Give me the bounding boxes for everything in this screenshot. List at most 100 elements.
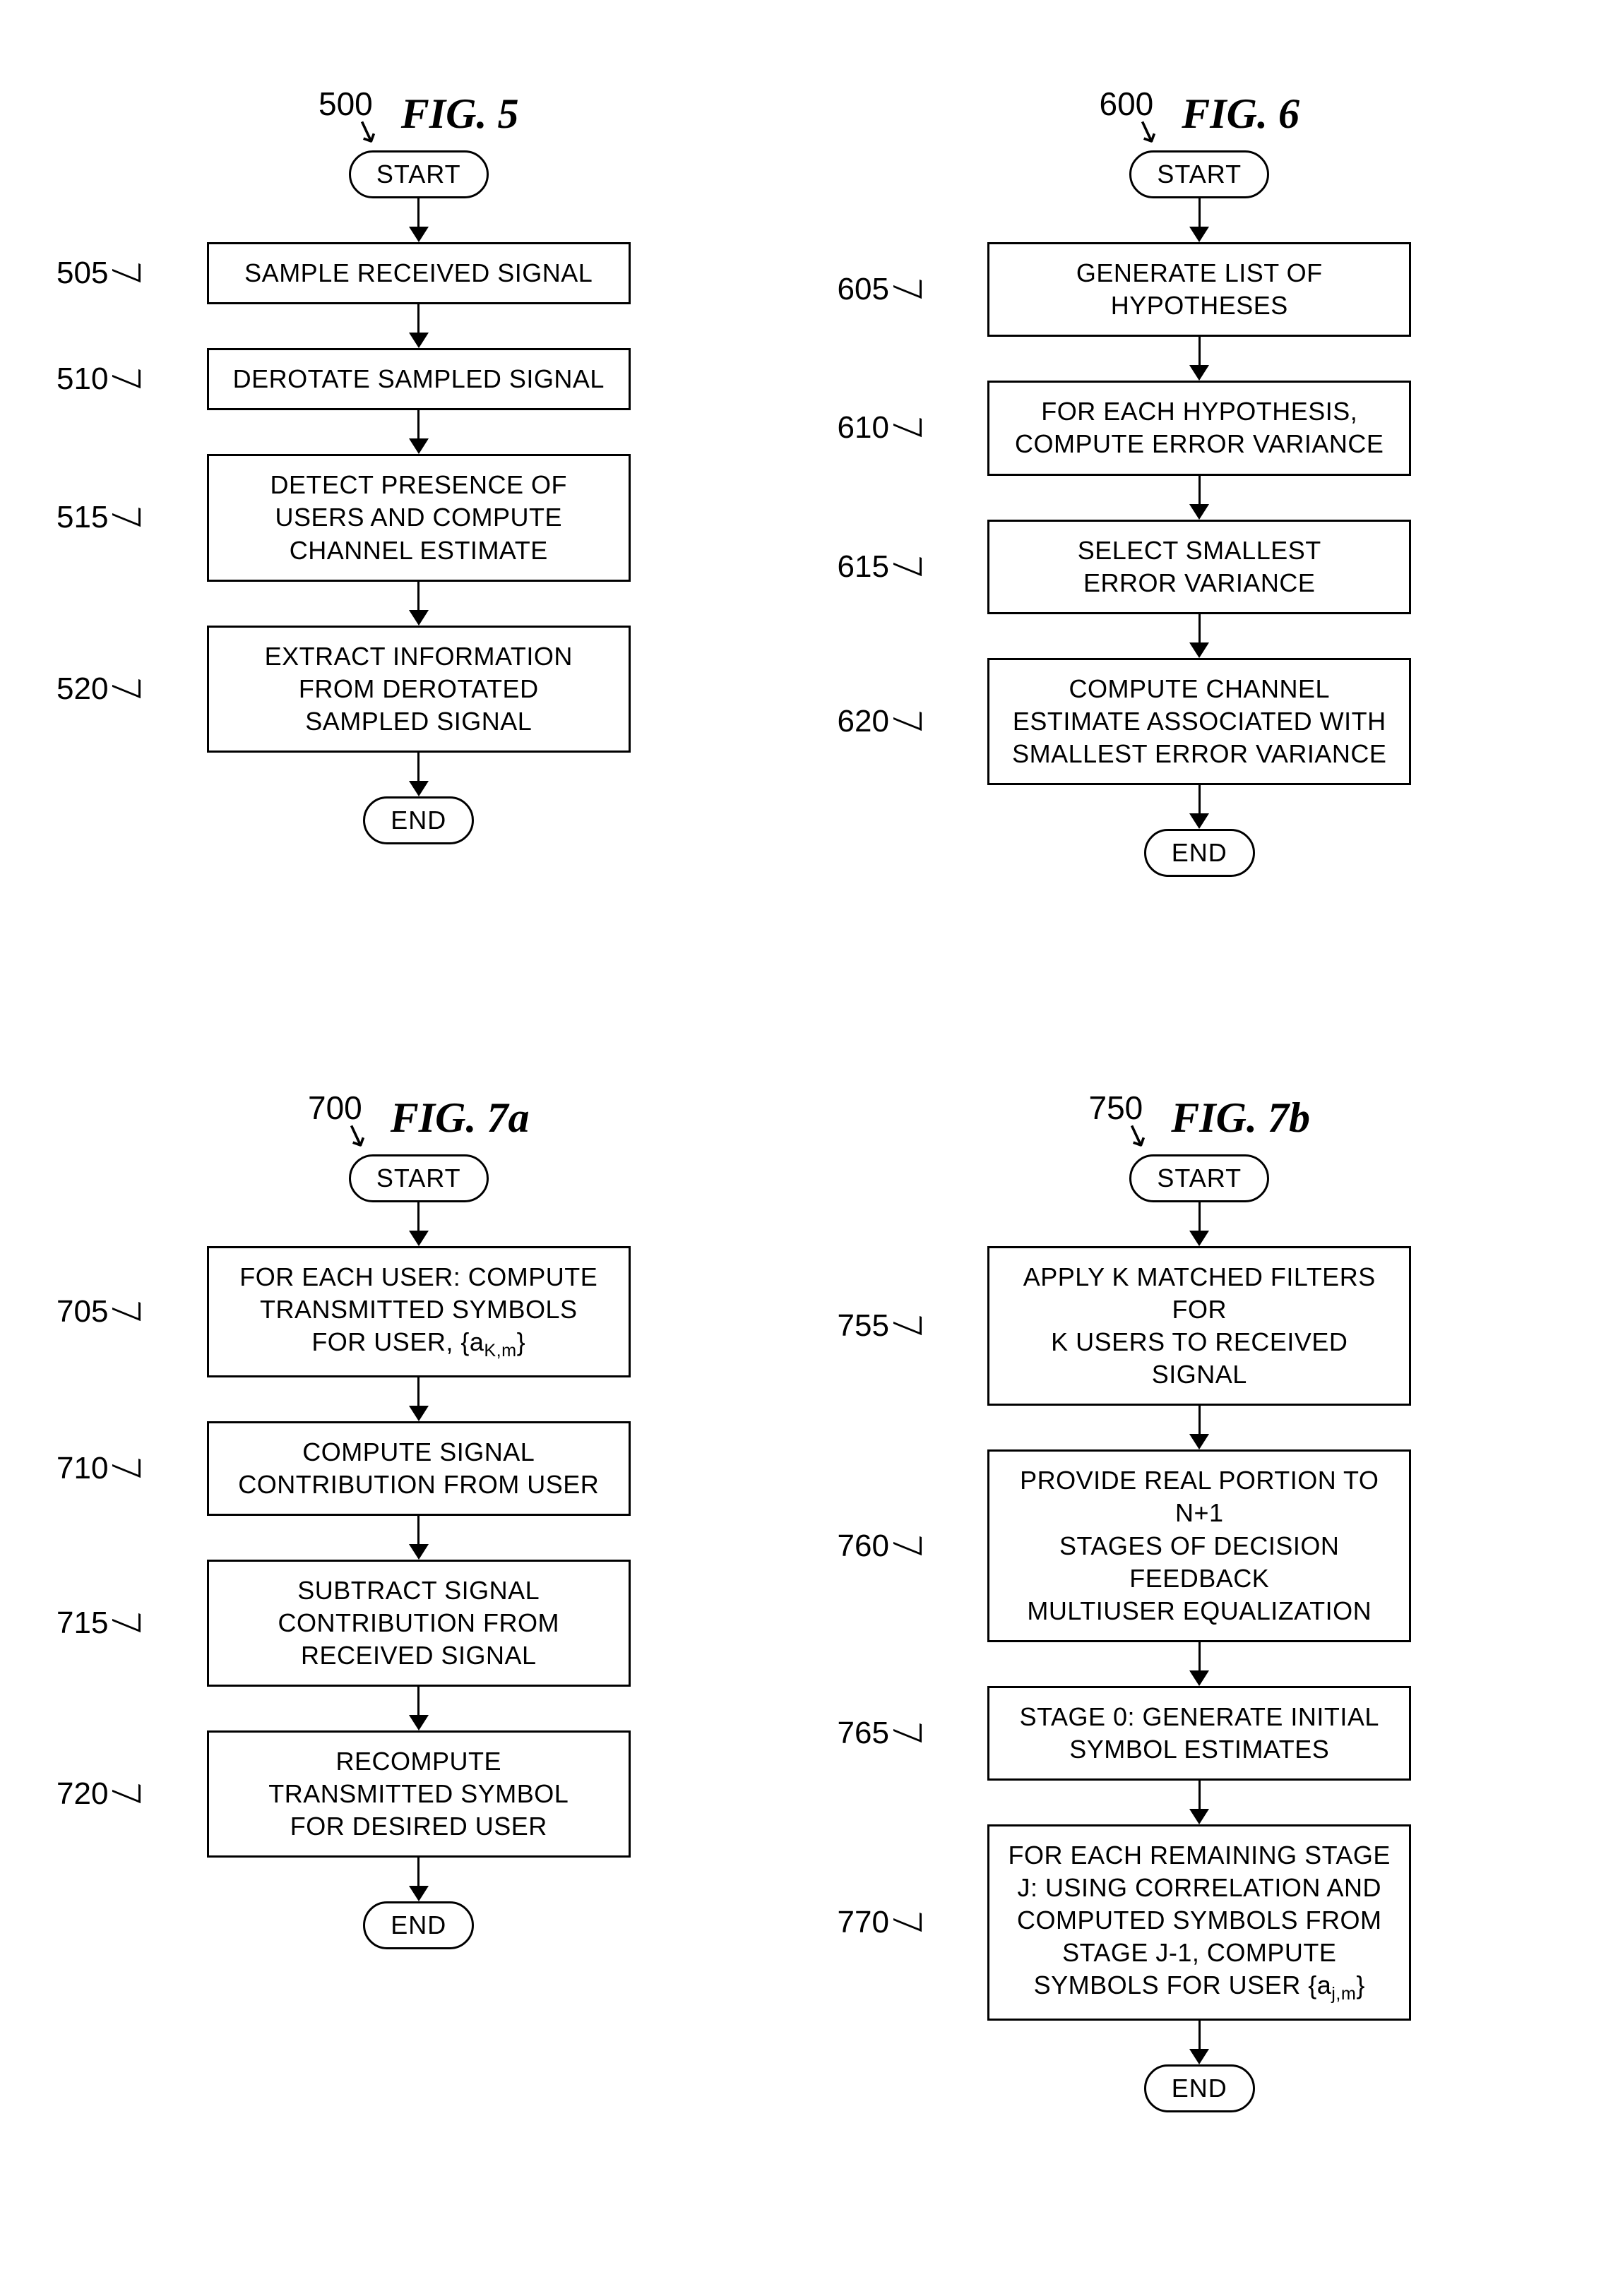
process-box: FOR EACH REMAINING STAGEJ: USING CORRELA…: [987, 1824, 1411, 2021]
process-box: SUBTRACT SIGNALCONTRIBUTION FROMRECEIVED…: [207, 1560, 631, 1687]
leader-icon: [112, 1603, 141, 1632]
arrow-icon: [1189, 2021, 1209, 2064]
step-ref: 520: [56, 671, 141, 707]
step-ref: 605: [838, 272, 922, 307]
step-row: 715 SUBTRACT SIGNALCONTRIBUTION FROMRECE…: [71, 1560, 767, 1687]
figure-header: 700 ↘ FIG. 7a: [71, 1089, 767, 1147]
step-row: 605 GENERATE LIST OF HYPOTHESES: [852, 242, 1548, 337]
end-terminator: END: [1144, 829, 1255, 877]
leader-icon: [112, 253, 141, 282]
arrow-icon: [409, 1377, 429, 1421]
arrow-icon: [1189, 198, 1209, 242]
arrow-icon: [1189, 337, 1209, 381]
figure-header: 500 ↘ FIG. 5: [71, 85, 767, 143]
step-ref: 515: [56, 500, 141, 535]
leader-icon: [893, 1305, 922, 1335]
step-row: 720 RECOMPUTETRANSMITTED SYMBOLFOR DESIR…: [71, 1730, 767, 1858]
step-ref: 710: [56, 1451, 141, 1486]
step-row: 770 FOR EACH REMAINING STAGEJ: USING COR…: [852, 1824, 1548, 2021]
process-box: FOR EACH HYPOTHESIS,COMPUTE ERROR VARIAN…: [987, 381, 1411, 475]
step-ref: 705: [56, 1294, 141, 1329]
step-row: 610 FOR EACH HYPOTHESIS,COMPUTE ERROR VA…: [852, 381, 1548, 475]
step-ref: 510: [56, 361, 141, 397]
leader-icon: [112, 497, 141, 527]
step-row: 620 COMPUTE CHANNELESTIMATE ASSOCIATED W…: [852, 658, 1548, 785]
step-row: 515 DETECT PRESENCE OFUSERS AND COMPUTEC…: [71, 454, 767, 581]
leader-icon: [112, 1448, 141, 1478]
figure-title: FIG. 6: [1182, 90, 1299, 138]
process-box: SAMPLE RECEIVED SIGNAL: [207, 242, 631, 304]
step-ref: 615: [838, 549, 922, 585]
flowchart-fig7b: 750 ↘ FIG. 7b START 755 APPLY K MATCHED …: [852, 1089, 1548, 2112]
process-box: GENERATE LIST OF HYPOTHESES: [987, 242, 1411, 337]
flowchart-fig5: 500 ↘ FIG. 5 START 505 SAMPLE RECEIVED S…: [71, 85, 767, 877]
leader-icon: [893, 546, 922, 575]
end-terminator: END: [1144, 2064, 1255, 2112]
step-ref: 715: [56, 1606, 141, 1641]
leader-icon: [893, 1525, 922, 1555]
figure-header: 600 ↘ FIG. 6: [852, 85, 1548, 143]
leader-icon: [893, 407, 922, 437]
figure-ref-wrap: 700 ↘: [308, 1089, 362, 1147]
process-box: RECOMPUTETRANSMITTED SYMBOLFOR DESIRED U…: [207, 1730, 631, 1858]
step-row: 520 EXTRACT INFORMATIONFROM DEROTATEDSAM…: [71, 626, 767, 753]
arrow-icon: [409, 1687, 429, 1730]
arrow-icon: [1189, 1642, 1209, 1686]
process-box: DETECT PRESENCE OFUSERS AND COMPUTECHANN…: [207, 454, 631, 581]
leader-icon: [112, 1291, 141, 1321]
start-terminator: START: [349, 150, 489, 198]
flowchart-fig6: 600 ↘ FIG. 6 START 605 GENERATE LIST OF …: [852, 85, 1548, 877]
figure-ref-wrap: 600 ↘: [1100, 85, 1154, 143]
arrow-icon: [1189, 1781, 1209, 1824]
leader-icon: [893, 1902, 922, 1932]
step-row: 710 COMPUTE SIGNALCONTRIBUTION FROM USER: [71, 1421, 767, 1516]
process-box: EXTRACT INFORMATIONFROM DEROTATEDSAMPLED…: [207, 626, 631, 753]
process-box: APPLY K MATCHED FILTERS FORK USERS TO RE…: [987, 1246, 1411, 1406]
leader-icon: [893, 1713, 922, 1742]
arrow-icon: [409, 582, 429, 626]
step-ref: 765: [838, 1716, 922, 1751]
leader-icon: [112, 359, 141, 388]
page: 500 ↘ FIG. 5 START 505 SAMPLE RECEIVED S…: [71, 85, 1547, 2112]
step-ref: 760: [838, 1529, 922, 1564]
leader-icon: [112, 669, 141, 698]
arrow-icon: [1189, 476, 1209, 520]
arrow-icon: [409, 304, 429, 348]
step-row: 760 PROVIDE REAL PORTION TO N+1STAGES OF…: [852, 1449, 1548, 1642]
step-ref: 720: [56, 1776, 141, 1812]
arrow-icon: [1189, 614, 1209, 658]
start-terminator: START: [349, 1154, 489, 1202]
flowchart-fig7a: 700 ↘ FIG. 7a START 705 FOR EACH USER: C…: [71, 1089, 767, 2112]
arrow-icon: [409, 753, 429, 796]
start-terminator: START: [1129, 1154, 1269, 1202]
figure-ref-wrap: 750 ↘: [1089, 1089, 1143, 1147]
step-row: 705 FOR EACH USER: COMPUTETRANSMITTED SY…: [71, 1246, 767, 1377]
leader-icon: [893, 269, 922, 299]
step-ref: 620: [838, 704, 922, 739]
process-box: COMPUTE SIGNALCONTRIBUTION FROM USER: [207, 1421, 631, 1516]
step-row: 505 SAMPLE RECEIVED SIGNAL: [71, 242, 767, 304]
start-terminator: START: [1129, 150, 1269, 198]
arrow-icon: [1189, 785, 1209, 829]
leader-icon: [893, 701, 922, 731]
process-box: STAGE 0: GENERATE INITIALSYMBOL ESTIMATE…: [987, 1686, 1411, 1781]
step-row: 765 STAGE 0: GENERATE INITIALSYMBOL ESTI…: [852, 1686, 1548, 1781]
arrow-icon: [409, 410, 429, 454]
process-box: SELECT SMALLESTERROR VARIANCE: [987, 520, 1411, 614]
step-row: 755 APPLY K MATCHED FILTERS FORK USERS T…: [852, 1246, 1548, 1406]
step-row: 510 DEROTATE SAMPLED SIGNAL: [71, 348, 767, 410]
figure-title: FIG. 7a: [391, 1094, 530, 1142]
arrow-icon: [1189, 1202, 1209, 1246]
arrow-icon: [1189, 1406, 1209, 1449]
figure-ref-wrap: 500 ↘: [319, 85, 373, 143]
arrow-icon: [409, 1516, 429, 1560]
arrow-icon: [409, 1202, 429, 1246]
end-terminator: END: [363, 796, 474, 844]
step-ref: 755: [838, 1308, 922, 1344]
process-box: DEROTATE SAMPLED SIGNAL: [207, 348, 631, 410]
leader-icon: [112, 1774, 141, 1803]
process-box: FOR EACH USER: COMPUTETRANSMITTED SYMBOL…: [207, 1246, 631, 1377]
process-box: PROVIDE REAL PORTION TO N+1STAGES OF DEC…: [987, 1449, 1411, 1642]
step-ref: 505: [56, 256, 141, 291]
step-ref: 610: [838, 410, 922, 446]
